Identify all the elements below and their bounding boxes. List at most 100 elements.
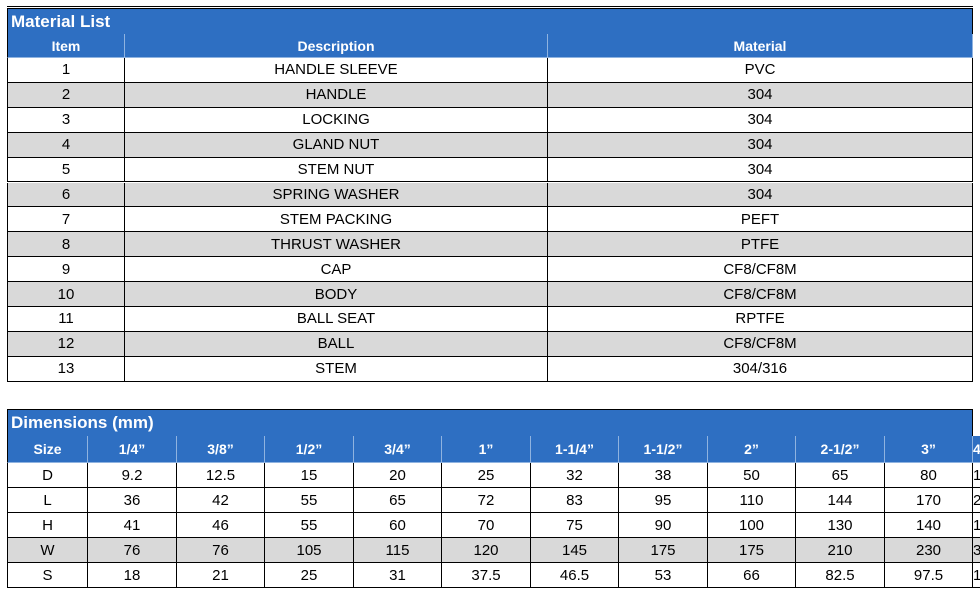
table-cell: 46.5 xyxy=(531,563,619,588)
column-header: 1/4” xyxy=(88,436,177,463)
table-cell: 8 xyxy=(7,232,125,258)
table-cell: 7 xyxy=(7,207,125,233)
table-cell: 25 xyxy=(265,563,354,588)
table-cell: 4 xyxy=(7,132,125,158)
table-cell: 304 xyxy=(548,182,973,208)
table-cell: 97.5 xyxy=(885,563,973,588)
table-cell: 304 xyxy=(548,107,973,133)
table-cell: 32 xyxy=(531,463,619,488)
column-header: 1-1/2” xyxy=(619,436,708,463)
table-cell: 144 xyxy=(796,488,885,513)
table-cell: 75 xyxy=(531,513,619,538)
table-title: Dimensions (mm) xyxy=(7,409,973,436)
table-cell: 12.5 xyxy=(177,463,265,488)
table-cell: HANDLE SLEEVE xyxy=(125,58,548,83)
column-header: 1/2” xyxy=(265,436,354,463)
table-cell: 140 xyxy=(885,513,973,538)
table-cell: CAP xyxy=(125,257,548,283)
table-cell: 10 xyxy=(7,282,125,307)
table-cell: CF8/CF8M xyxy=(548,282,973,307)
table-cell: 50 xyxy=(708,463,796,488)
table-cell: PTFE xyxy=(548,232,973,258)
table-cell: SPRING WASHER xyxy=(125,182,548,208)
table-cell: 11 xyxy=(7,307,125,332)
table-cell: 60 xyxy=(354,513,442,538)
table-cell: GLAND NUT xyxy=(125,132,548,158)
table-cell: 72 xyxy=(442,488,531,513)
table-cell: 165 xyxy=(973,513,980,538)
table-cell: 115 xyxy=(354,538,442,563)
table-cell: 304 xyxy=(548,132,973,158)
table-cell: 65 xyxy=(796,463,885,488)
table-cell: 5 xyxy=(7,157,125,183)
table-cell: 3 xyxy=(7,107,125,133)
table-cell: 210 xyxy=(796,538,885,563)
table-cell: 90 xyxy=(619,513,708,538)
table-cell: BODY xyxy=(125,282,548,307)
table-cell: 31 xyxy=(354,563,442,588)
table-cell: H xyxy=(7,513,88,538)
table-cell: 2 xyxy=(7,82,125,108)
table-cell: 66 xyxy=(708,563,796,588)
table-cell: 37.5 xyxy=(442,563,531,588)
table-cell: CF8/CF8M xyxy=(548,257,973,283)
table-cell: 15 xyxy=(265,463,354,488)
table-cell: THRUST WASHER xyxy=(125,232,548,258)
top-rule xyxy=(7,6,973,7)
column-header: 3/8” xyxy=(177,436,265,463)
column-header: Size xyxy=(7,436,88,463)
table-cell: PVC xyxy=(548,58,973,83)
column-header: 4” xyxy=(973,436,980,463)
table-cell: 95 xyxy=(619,488,708,513)
table-cell: 304/316 xyxy=(548,356,973,382)
table-cell: 76 xyxy=(177,538,265,563)
table-cell: 55 xyxy=(265,513,354,538)
table-cell: 13 xyxy=(7,356,125,382)
table-cell: 38 xyxy=(619,463,708,488)
table-cell: 53 xyxy=(619,563,708,588)
table-cell: BALL SEAT xyxy=(125,307,548,332)
table-cell: 9 xyxy=(7,257,125,283)
column-header: 2-1/2” xyxy=(796,436,885,463)
table-cell: 175 xyxy=(708,538,796,563)
table-cell: 175 xyxy=(619,538,708,563)
table-cell: 127 xyxy=(973,563,980,588)
table-cell: 46 xyxy=(177,513,265,538)
column-header: 2” xyxy=(708,436,796,463)
table-cell: 170 xyxy=(885,488,973,513)
column-header: 1” xyxy=(442,436,531,463)
table-cell: 130 xyxy=(796,513,885,538)
table-cell: STEM NUT xyxy=(125,157,548,183)
table-cell: S xyxy=(7,563,88,588)
table-cell: 21 xyxy=(177,563,265,588)
table-cell: 230 xyxy=(885,538,973,563)
table-cell: 25 xyxy=(442,463,531,488)
table-cell: 145 xyxy=(531,538,619,563)
table-cell: 76 xyxy=(88,538,177,563)
table-cell: 83 xyxy=(531,488,619,513)
column-header: Description xyxy=(125,34,548,58)
table-cell: 304 xyxy=(548,157,973,183)
table-cell: 12 xyxy=(7,331,125,357)
table-title: Material List xyxy=(7,8,973,34)
table-cell: RPTFE xyxy=(548,307,973,332)
table-cell: 82.5 xyxy=(796,563,885,588)
column-header: Material xyxy=(548,34,973,58)
table-cell: 18 xyxy=(88,563,177,588)
table-cell: D xyxy=(7,463,88,488)
table-cell: 55 xyxy=(265,488,354,513)
table-cell: 300 xyxy=(973,538,980,563)
table-cell: 42 xyxy=(177,488,265,513)
table-cell: 110 xyxy=(708,488,796,513)
table-cell: HANDLE xyxy=(125,82,548,108)
table-cell: L xyxy=(7,488,88,513)
table-cell: BALL xyxy=(125,331,548,357)
table-cell: 6 xyxy=(7,182,125,208)
column-header: 3/4” xyxy=(354,436,442,463)
table-cell: 36 xyxy=(88,488,177,513)
column-header: 3” xyxy=(885,436,973,463)
table-cell: 304 xyxy=(548,82,973,108)
table-cell: 100 xyxy=(973,463,980,488)
table-cell: PEFT xyxy=(548,207,973,233)
